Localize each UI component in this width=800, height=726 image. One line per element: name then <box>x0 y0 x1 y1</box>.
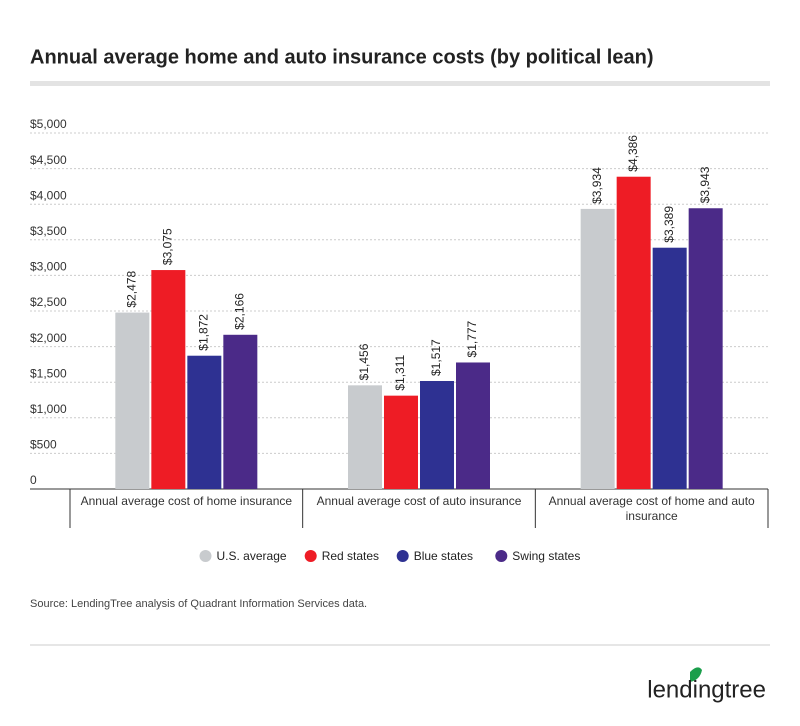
y-tick-label: 0 <box>30 473 37 487</box>
value-label: $3,389 <box>662 206 676 243</box>
bar <box>384 395 418 489</box>
value-label: $1,777 <box>465 320 479 357</box>
y-tick-label: $4,000 <box>30 188 67 202</box>
value-label: $1,517 <box>429 339 443 376</box>
value-label: $3,934 <box>590 167 604 204</box>
value-label: $1,872 <box>197 314 211 351</box>
y-tick-label: $4,500 <box>30 153 67 167</box>
bar <box>420 380 454 489</box>
y-tick-label: $2,500 <box>30 295 67 309</box>
logo: lendingtree <box>647 676 766 703</box>
legend-label: Red states <box>322 549 379 563</box>
bar <box>688 208 723 489</box>
legend-swatch <box>495 550 508 562</box>
legend-swatch <box>304 550 317 562</box>
title-rule <box>30 81 770 86</box>
value-label: $2,478 <box>125 271 139 308</box>
bar <box>187 355 222 489</box>
bar <box>115 312 150 489</box>
bar <box>580 208 615 489</box>
bar <box>151 270 186 489</box>
value-label: $3,075 <box>161 228 175 265</box>
bar <box>652 247 687 489</box>
value-label: $1,311 <box>393 355 407 391</box>
bar <box>348 385 382 489</box>
bar <box>223 334 258 489</box>
legend-label: Swing states <box>512 549 580 563</box>
bar <box>616 176 651 489</box>
y-tick-label: $1,000 <box>30 402 67 416</box>
y-tick-label: $3,500 <box>30 224 67 238</box>
x-tick-label: Annual average cost of auto insurance <box>316 494 522 508</box>
value-label: $4,386 <box>626 135 640 172</box>
y-tick-label: $500 <box>30 438 57 452</box>
legend-swatch <box>396 550 409 562</box>
y-tick-label: $1,500 <box>30 366 67 380</box>
legend-label: U.S. average <box>217 549 287 563</box>
x-tick-label: Annual average cost of home insurance <box>80 494 293 508</box>
logo-leaf <box>690 667 702 682</box>
y-tick-label: $2,000 <box>30 331 67 345</box>
y-tick-label: $5,000 <box>30 117 67 131</box>
y-tick-label: $3,000 <box>30 260 67 274</box>
value-label: $1,456 <box>357 343 371 380</box>
bar <box>456 362 490 489</box>
chart-title: Annual average home and auto insurance c… <box>30 46 654 68</box>
legend-swatch <box>199 550 212 562</box>
legend-label: Blue states <box>414 549 473 563</box>
source-note: Source: LendingTree analysis of Quadrant… <box>30 598 367 610</box>
value-label: $3,943 <box>698 166 712 203</box>
value-label: $2,166 <box>233 293 247 330</box>
x-tick-label: Annual average cost of home and auto ins… <box>548 494 755 523</box>
